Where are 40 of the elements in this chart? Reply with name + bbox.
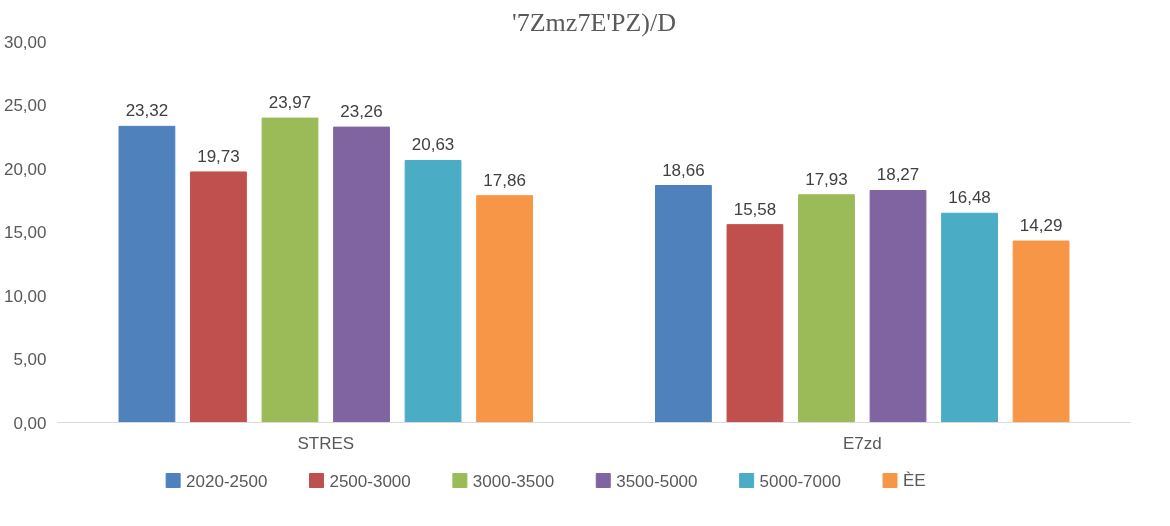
bar — [333, 126, 390, 423]
data-label: 18,66 — [662, 160, 705, 180]
legend-label: 3000-3500 — [472, 471, 555, 491]
data-label: 23,32 — [125, 101, 169, 121]
y-tick-label: 25,00 — [3, 96, 47, 115]
data-label: 16,48 — [948, 188, 991, 208]
legend-label: 5000-7000 — [759, 471, 841, 491]
y-tick-label: 30,00 — [3, 32, 47, 52]
legend-label: 2500-3000 — [329, 471, 411, 491]
x-tick-label: E7zd — [842, 433, 882, 453]
bar — [1012, 240, 1070, 423]
legend-label: ÈE — [902, 471, 926, 490]
y-tick-label: 20,00 — [3, 159, 47, 179]
data-label: 20,63 — [411, 135, 455, 155]
bar — [726, 224, 784, 423]
y-tick-label: 15,00 — [3, 223, 47, 242]
bar — [261, 117, 319, 423]
data-label: 15,58 — [733, 199, 777, 219]
bar — [118, 125, 176, 423]
data-label: 18,27 — [876, 165, 920, 185]
data-label: 17,86 — [483, 170, 526, 190]
bar — [404, 160, 462, 423]
bar — [476, 195, 533, 423]
data-label: 23,97 — [268, 93, 312, 113]
chart-title: '7Zmz7E'PZ)/D — [512, 7, 676, 37]
data-label: 14,29 — [1019, 216, 1063, 236]
bar — [798, 194, 855, 423]
legend-label: 3500-5000 — [616, 471, 698, 491]
x-tick-label: STRES — [297, 433, 355, 453]
legend-label: 2020-2500 — [186, 471, 268, 491]
bar — [655, 185, 712, 423]
bar — [941, 212, 998, 423]
y-tick-label: 0,00 — [13, 413, 47, 433]
bar — [190, 171, 247, 423]
bar — [869, 189, 927, 423]
y-tick-label: 5,00 — [13, 350, 47, 369]
data-label: 17,93 — [805, 169, 848, 189]
y-tick-label: 10,00 — [3, 286, 47, 306]
data-label: 23,26 — [340, 102, 383, 122]
data-label: 19,73 — [197, 146, 240, 166]
